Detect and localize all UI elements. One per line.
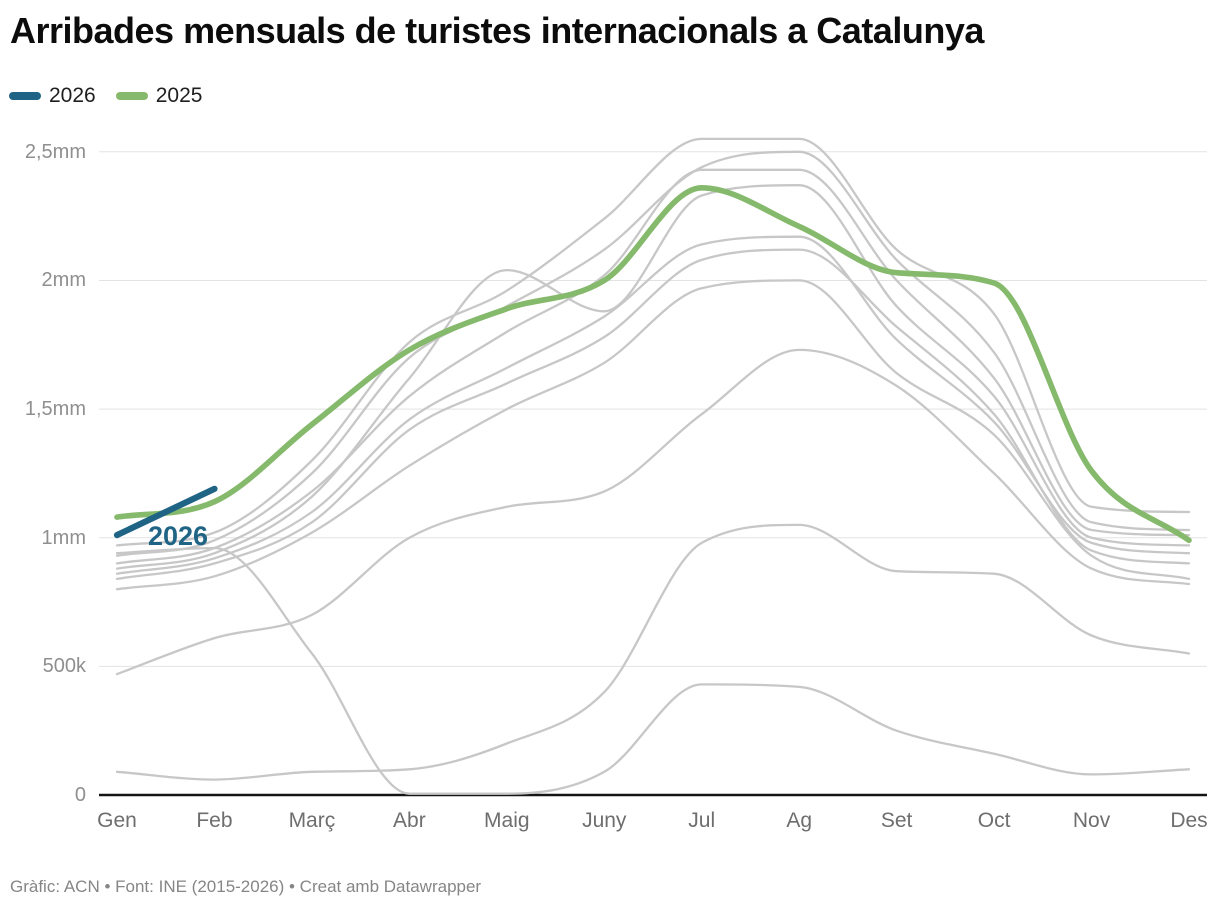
y-axis-tick-label: 0	[74, 784, 86, 806]
series-line-2024	[115, 137, 1191, 547]
x-axis-month-label: Jul	[688, 809, 716, 832]
x-axis-month-label: Ag	[786, 809, 813, 832]
y-axis-tick-label: 2mm	[41, 269, 86, 292]
legend-swatch-2025-icon	[115, 92, 148, 100]
series-line-2020	[115, 546, 1191, 795]
legend-item-2026: 2026	[9, 84, 96, 108]
series-line-2016	[115, 279, 1191, 591]
x-axis-month-label: Des	[1170, 809, 1208, 832]
x-axis-month-label: Maig	[484, 809, 530, 832]
x-axis-month-label: Nov	[1072, 809, 1111, 832]
series-line-2019	[115, 168, 1191, 565]
x-axis-month-label: Gen	[97, 809, 137, 832]
legend-swatch-2026-icon	[9, 92, 41, 100]
x-axis-month-label: Juny	[582, 809, 627, 832]
series-line-2022	[115, 248, 1191, 581]
chart-credit: Gràfic: ACN • Font: INE (2015-2026) • Cr…	[10, 877, 482, 896]
x-axis-month-label: Set	[880, 809, 913, 832]
x-axis-month-label: Oct	[977, 809, 1011, 832]
x-axis-month-label: Març	[288, 809, 336, 832]
x-axis-month-label: Feb	[196, 809, 233, 832]
legend: 2026 2025	[9, 84, 202, 108]
legend-label-2026: 2026	[49, 84, 96, 107]
legend-item-2025: 2025	[115, 84, 203, 108]
y-axis-tick-label: 1mm	[41, 526, 86, 549]
series-line-2015	[115, 348, 1191, 676]
series-line-2025	[114, 185, 1192, 544]
series-line-2023	[115, 150, 1191, 557]
y-axis-tick-label: 2,5mm	[24, 140, 86, 163]
series-label-2026: 2026	[148, 521, 209, 551]
y-axis-tick-label: 500k	[42, 655, 86, 678]
x-axis-month-label: Abr	[393, 809, 426, 832]
series-line-2021	[115, 523, 1191, 781]
series-line-2017	[115, 235, 1191, 575]
series-line-2026	[113, 485, 218, 539]
page-title: Arribades mensuals de turistes internaci…	[10, 10, 984, 51]
legend-label-2025: 2025	[155, 84, 203, 107]
y-axis-tick-label: 1,5mm	[24, 398, 86, 421]
series-line-2018	[115, 184, 1191, 570]
